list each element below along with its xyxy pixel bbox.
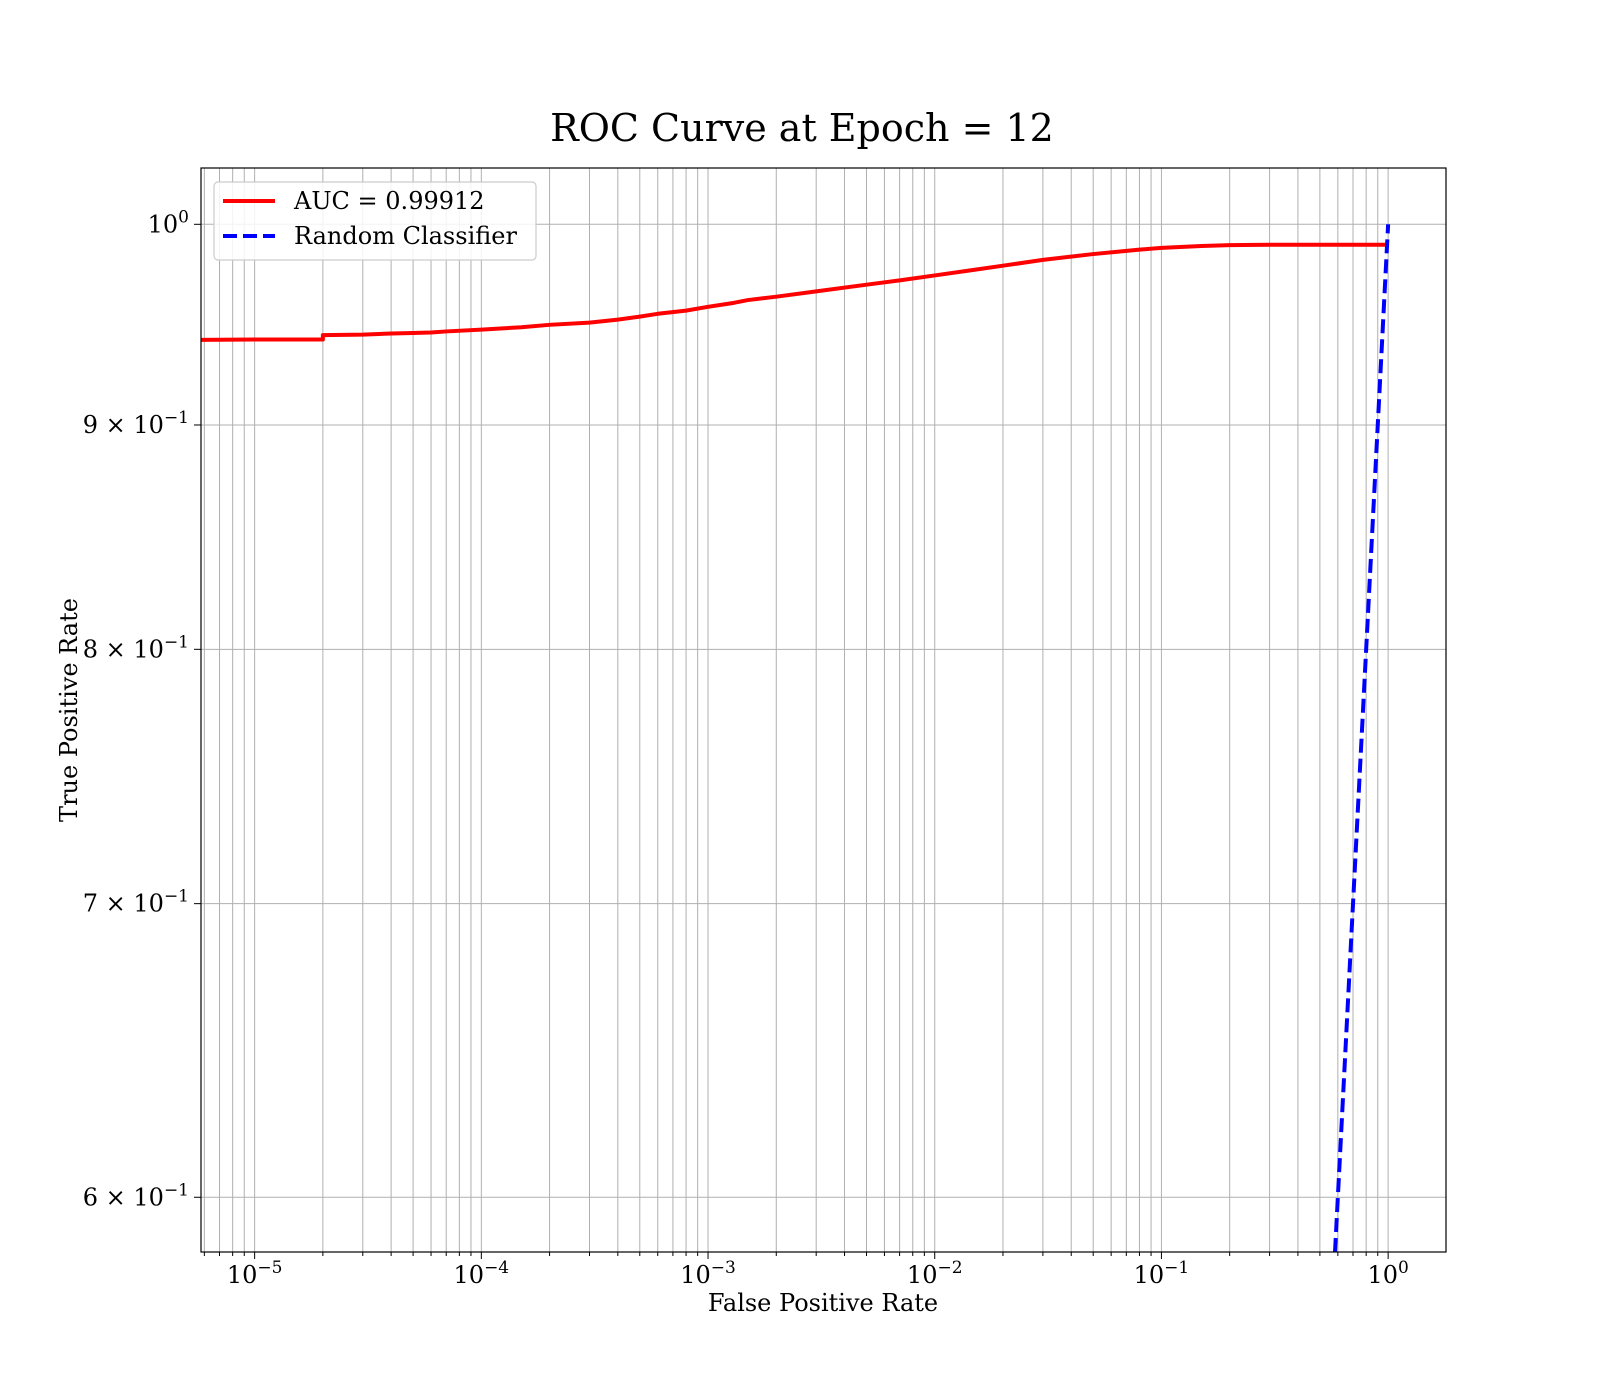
y-tick-label: 9 × 10−1 bbox=[83, 408, 189, 439]
random-classifier-line bbox=[1333, 224, 1391, 1252]
y-tick-label: 100 bbox=[148, 207, 189, 238]
y-tick-label: 7 × 10−1 bbox=[83, 887, 189, 918]
x-tick-label: 10−2 bbox=[907, 1258, 963, 1289]
legend-label-auc: AUC = 0.99912 bbox=[293, 187, 485, 215]
x-tick-label: 10−1 bbox=[1134, 1258, 1190, 1289]
y-axis-label: True Positive Rate bbox=[55, 598, 83, 822]
ticks: 100 9 × 10−1 8 × 10−1 7 × 10−1 6 × 10−1 10−5 1… bbox=[83, 207, 1409, 1289]
series-layer bbox=[201, 224, 1391, 1252]
legend-label-random: Random Classifier bbox=[294, 222, 517, 250]
x-tick-label: 10−5 bbox=[227, 1258, 283, 1289]
y-tick-label: 6 × 10−1 bbox=[83, 1180, 189, 1211]
x-tick-label: 10−4 bbox=[454, 1258, 510, 1289]
x-tick-label: 10−3 bbox=[680, 1258, 736, 1289]
x-axis-label: False Positive Rate bbox=[708, 1289, 938, 1317]
legend: AUC = 0.99912 Random Classifier bbox=[213, 181, 537, 261]
plot-frame bbox=[200, 167, 1447, 1253]
x-tick-label: 100 bbox=[1367, 1258, 1408, 1289]
grid bbox=[201, 168, 1446, 1252]
chart-title: ROC Curve at Epoch = 12 bbox=[550, 106, 1054, 150]
roc-curve-line bbox=[201, 242, 1389, 342]
y-tick-label: 8 × 10−1 bbox=[83, 632, 189, 663]
legend-box bbox=[213, 181, 537, 261]
